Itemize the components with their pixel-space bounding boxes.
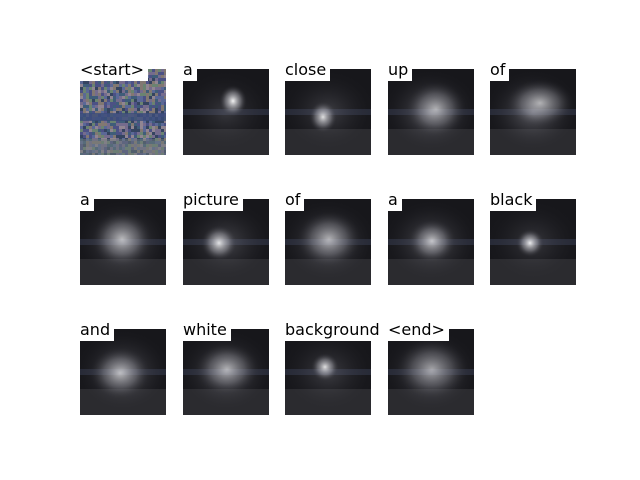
- attention-map: [388, 69, 474, 155]
- caption-word: of: [285, 191, 305, 211]
- attention-map: [80, 329, 166, 415]
- attention-map: [285, 199, 371, 285]
- caption-word: close: [285, 61, 331, 81]
- caption-word: picture: [183, 191, 243, 211]
- caption-word: a: [183, 61, 197, 81]
- attention-tile: a: [80, 191, 166, 285]
- attention-tile: of: [285, 191, 371, 285]
- caption-word: up: [388, 61, 413, 81]
- caption-word: <end>: [388, 321, 449, 341]
- attention-tile: and: [80, 321, 166, 415]
- caption-word: <start>: [80, 61, 149, 81]
- attention-map: [80, 199, 166, 285]
- caption-word: a: [388, 191, 402, 211]
- attention-tile: close: [285, 61, 371, 155]
- attention-tile: <start>: [80, 61, 166, 155]
- attention-tile: background: [285, 321, 384, 415]
- attention-map: [388, 199, 474, 285]
- attention-tile: picture: [183, 191, 269, 285]
- attention-tile: white: [183, 321, 269, 415]
- attention-map: [490, 69, 576, 155]
- source-image: [80, 69, 166, 155]
- attention-tile: black: [490, 191, 576, 285]
- attention-map: [285, 329, 371, 415]
- caption-word: of: [490, 61, 510, 81]
- attention-tile: up: [388, 61, 474, 155]
- attention-map: [183, 69, 269, 155]
- attention-map: [183, 329, 269, 415]
- attention-map: [490, 199, 576, 285]
- caption-word: and: [80, 321, 115, 341]
- caption-word: white: [183, 321, 231, 341]
- caption-word: a: [80, 191, 94, 211]
- attention-map: [388, 329, 474, 415]
- attention-map: [183, 199, 269, 285]
- attention-tile: <end>: [388, 321, 474, 415]
- attention-map: [285, 69, 371, 155]
- attention-tile: a: [388, 191, 474, 285]
- caption-word: black: [490, 191, 537, 211]
- attention-tile: a: [183, 61, 269, 155]
- caption-word: background: [285, 321, 384, 341]
- attention-tile: of: [490, 61, 576, 155]
